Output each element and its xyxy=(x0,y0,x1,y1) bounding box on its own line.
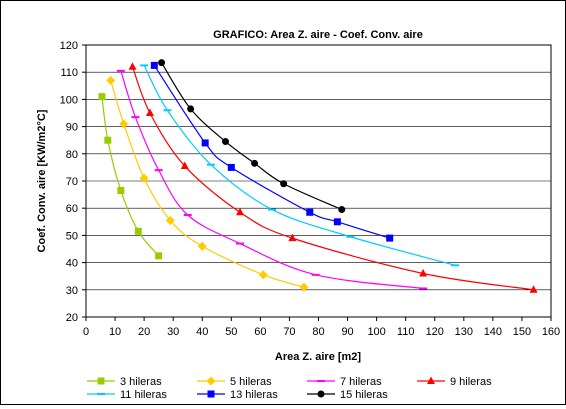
legend-marker xyxy=(427,376,435,384)
legend-marker xyxy=(207,390,215,398)
data-point xyxy=(529,285,538,293)
legend-item: 5 hileras xyxy=(197,376,272,388)
y-tick-label: 50 xyxy=(66,230,78,242)
x-axis-ticks: 0 10 20 30 40 50 60 70 80 90 100 110 120 130 140 150 160 xyxy=(83,317,560,338)
y-tick-label: 100 xyxy=(60,94,78,106)
legend-marker xyxy=(206,376,216,386)
legend-item: 7 hileras xyxy=(307,376,382,388)
x-tick-label: 40 xyxy=(196,326,208,338)
data-point xyxy=(386,234,394,242)
series-7-hileras xyxy=(116,69,428,290)
data-point xyxy=(280,180,288,188)
x-tick-label: 150 xyxy=(513,326,531,338)
y-axis-ticks: 20 30 40 50 60 70 80 90 100 110 120 xyxy=(60,40,86,324)
legend-label: 9 hileras xyxy=(450,376,492,388)
data-point xyxy=(236,207,245,216)
data-point xyxy=(251,159,259,167)
series-13-hileras xyxy=(150,61,394,242)
data-point xyxy=(197,241,207,251)
data-point xyxy=(222,138,229,146)
data-point xyxy=(227,163,235,171)
x-tick-label: 120 xyxy=(426,326,444,338)
x-tick-label: 10 xyxy=(109,326,121,338)
series-11-hileras xyxy=(140,64,460,267)
legend-label: 13 hileras xyxy=(230,389,278,401)
x-tick-label: 20 xyxy=(138,326,150,338)
y-tick-label: 70 xyxy=(66,176,78,188)
legend: 3 hileras 5 hileras 7 hileras 9 hileras 11 h… xyxy=(87,376,492,401)
x-tick-label: 60 xyxy=(254,326,266,338)
y-tick-label: 40 xyxy=(66,258,78,270)
data-point xyxy=(288,233,297,242)
data-point xyxy=(134,227,142,235)
y-tick-label: 30 xyxy=(66,285,78,297)
x-tick-label: 50 xyxy=(225,326,237,338)
y-tick-label: 80 xyxy=(66,149,78,161)
data-point xyxy=(104,136,112,144)
legend-item: 15 hileras xyxy=(307,389,388,401)
legend-label: 11 hileras xyxy=(120,389,167,401)
series-line xyxy=(161,62,342,211)
legend-item: 3 hileras xyxy=(87,376,162,388)
y-tick-label: 110 xyxy=(60,67,78,79)
data-point xyxy=(158,59,166,67)
y-axis-label: Coef. Conv. aire [KW/m2°C] xyxy=(36,109,48,252)
y-tick-label: 20 xyxy=(66,312,78,324)
x-tick-label: 90 xyxy=(341,326,353,338)
series-group xyxy=(98,59,538,293)
data-point xyxy=(180,161,189,170)
data-point xyxy=(119,119,129,129)
x-axis-label: Area Z. aire [m2] xyxy=(275,351,362,363)
legend-label: 5 hileras xyxy=(230,376,272,388)
series-9-hileras xyxy=(128,62,538,293)
data-point xyxy=(155,252,163,260)
data-point xyxy=(299,282,309,292)
chart-title: GRAFICO: Area Z. aire - Coef. Conv. aire xyxy=(213,29,423,41)
x-tick-label: 100 xyxy=(367,326,385,338)
data-point xyxy=(150,61,158,69)
data-point xyxy=(128,62,137,70)
series-3-hileras xyxy=(98,93,163,260)
data-point xyxy=(306,208,314,216)
x-tick-label: 160 xyxy=(542,326,560,338)
y-tick-label: 90 xyxy=(66,122,78,134)
legend-label: 3 hileras xyxy=(120,376,162,388)
data-point xyxy=(145,108,154,116)
legend-item: 9 hileras xyxy=(417,376,492,388)
data-point xyxy=(338,206,346,214)
x-tick-label: 110 xyxy=(397,326,415,338)
x-tick-label: 30 xyxy=(167,326,179,338)
grid-lines xyxy=(86,71,551,291)
data-point xyxy=(187,105,195,113)
x-tick-label: 140 xyxy=(484,326,502,338)
data-point xyxy=(333,218,341,226)
x-tick-label: 70 xyxy=(283,326,295,338)
x-tick-label: 80 xyxy=(312,326,324,338)
legend-item: 11 hileras xyxy=(87,389,167,401)
data-point xyxy=(117,187,125,195)
legend-label: 15 hileras xyxy=(340,389,388,401)
y-tick-label: 60 xyxy=(66,203,78,215)
series-15-hileras xyxy=(158,59,346,214)
legend-item: 13 hileras xyxy=(197,389,278,401)
data-point xyxy=(258,270,268,280)
data-point xyxy=(201,139,209,147)
x-tick-label: 130 xyxy=(455,326,473,338)
data-point xyxy=(106,75,116,85)
data-point xyxy=(419,268,428,277)
x-tick-label: 0 xyxy=(83,326,89,338)
data-point xyxy=(165,215,175,225)
y-tick-label: 120 xyxy=(60,40,78,52)
legend-marker xyxy=(97,377,105,385)
series-5-hileras xyxy=(106,75,309,292)
legend-marker xyxy=(317,390,325,398)
data-point xyxy=(98,93,106,101)
data-point xyxy=(139,173,149,183)
legend-label: 7 hileras xyxy=(340,376,382,388)
